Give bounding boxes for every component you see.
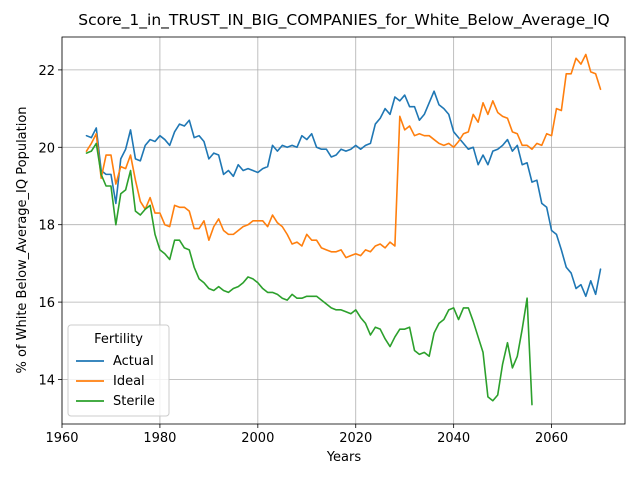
y-tick-label: 16: [38, 296, 55, 311]
legend: Fertility Actual Ideal Sterile: [67, 324, 170, 417]
series-line-sterile: [85, 142, 533, 406]
chart-title: Score_1_in_TRUST_IN_BIG_COMPANIES_for_Wh…: [78, 11, 610, 30]
legend-label-ideal: Ideal: [113, 374, 145, 389]
y-axis-label: % of White Below_Average_IQ Population: [15, 106, 30, 373]
series-line-ideal: [85, 53, 602, 259]
legend-label-sterile: Sterile: [113, 394, 155, 409]
x-tick-label: 2000: [241, 431, 274, 446]
x-axis-label: Years: [326, 450, 362, 465]
x-tick-label: 2020: [339, 431, 372, 446]
y-tick-label: 18: [38, 219, 55, 234]
grid: [61, 37, 625, 424]
x-tick-label: 2060: [535, 431, 568, 446]
legend-label-actual: Actual: [113, 354, 154, 369]
x-tick-label: 2040: [437, 431, 470, 446]
axis-ticks: 1960 1980 2000 2020 2040 2060 14 16 18 20 22: [38, 64, 568, 446]
y-tick-label: 22: [38, 64, 55, 79]
legend-box: [67, 324, 170, 417]
x-tick-label: 1980: [143, 431, 176, 446]
legend-title: Fertility: [94, 332, 143, 347]
plot-frame: [61, 36, 626, 425]
y-tick-label: 20: [38, 141, 55, 156]
x-tick-label: 1960: [45, 431, 78, 446]
series-line-actual: [85, 90, 602, 298]
y-tick-label: 14: [38, 373, 55, 388]
plot-lines: [85, 53, 602, 406]
